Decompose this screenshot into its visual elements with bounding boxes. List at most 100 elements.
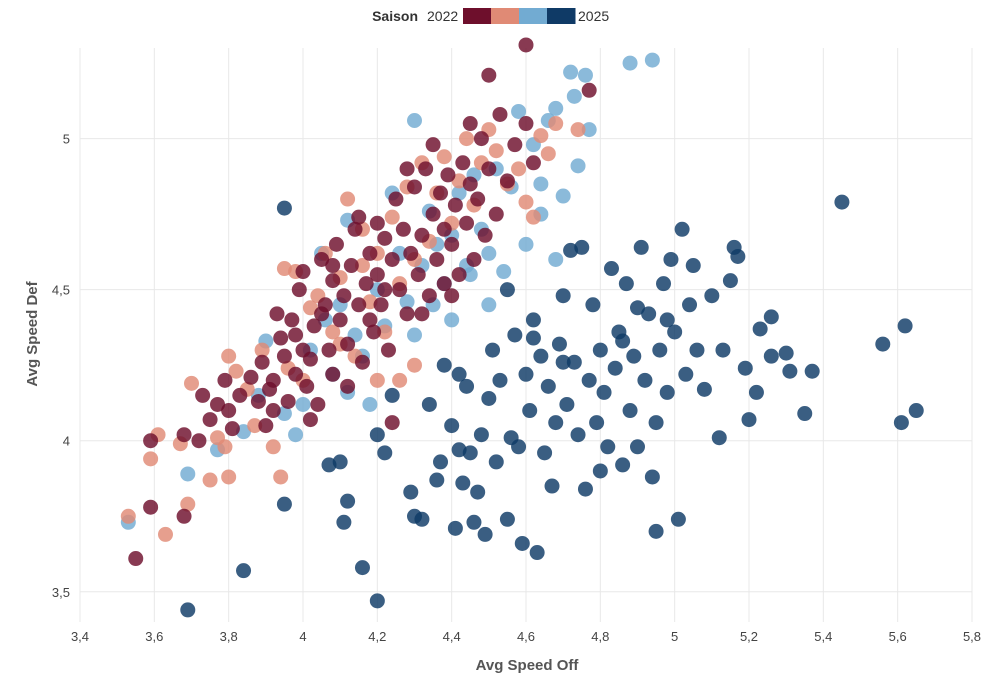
data-point-2023 — [120, 508, 136, 524]
data-point-2022 — [273, 330, 289, 346]
x-tick-label: 5,4 — [814, 629, 832, 644]
data-point-2024 — [622, 55, 638, 71]
data-point-2022 — [254, 354, 270, 370]
data-point-2022 — [407, 179, 422, 195]
data-point-2025 — [630, 439, 645, 455]
data-point-2023 — [325, 324, 341, 340]
data-point-2022 — [269, 306, 285, 322]
data-point-2022 — [414, 306, 430, 322]
data-point-2023 — [570, 122, 586, 138]
data-point-2022 — [477, 227, 493, 243]
data-point-2025 — [566, 354, 582, 370]
data-point-2022 — [444, 288, 460, 304]
x-tick-label: 4,2 — [368, 629, 386, 644]
data-point-2022 — [347, 221, 363, 237]
data-point-2025 — [514, 535, 530, 551]
data-point-2022 — [384, 415, 400, 431]
data-point-2024 — [577, 67, 593, 83]
data-point-2024 — [451, 185, 467, 201]
data-point-2022 — [369, 267, 385, 283]
data-point-2023 — [525, 209, 541, 225]
data-point-2025 — [570, 427, 586, 443]
data-point-2023 — [157, 526, 173, 542]
data-point-2022 — [421, 288, 437, 304]
data-point-2022 — [328, 236, 344, 252]
data-point-2022 — [343, 258, 359, 274]
data-point-2022 — [351, 297, 367, 313]
data-point-2025 — [607, 360, 623, 376]
data-point-2025 — [644, 469, 660, 485]
data-point-2022 — [366, 324, 382, 340]
data-point-2022 — [447, 197, 463, 213]
data-point-2023 — [488, 143, 504, 159]
data-point-2024 — [563, 64, 579, 80]
data-point-2022 — [176, 508, 192, 524]
data-point-2025 — [615, 457, 631, 473]
data-point-2025 — [730, 248, 746, 264]
data-point-2025 — [752, 321, 768, 337]
data-point-2024 — [462, 267, 478, 283]
data-point-2023 — [184, 375, 199, 391]
data-point-2025 — [537, 445, 553, 461]
data-point-2024 — [518, 236, 534, 252]
data-point-2025 — [403, 484, 419, 500]
data-point-2023 — [548, 116, 564, 132]
data-point-2025 — [782, 363, 798, 379]
data-point-2025 — [180, 602, 196, 618]
data-point-2024 — [570, 158, 586, 174]
data-point-2022 — [336, 288, 352, 304]
data-point-2025 — [551, 336, 567, 352]
grid — [79, 48, 973, 622]
data-point-2025 — [678, 366, 694, 382]
data-point-2025 — [511, 439, 527, 455]
data-point-2025 — [477, 526, 493, 542]
legend-title: Saison — [372, 8, 418, 24]
data-point-2025 — [667, 324, 683, 340]
data-point-2022 — [302, 412, 318, 428]
data-point-2024 — [481, 245, 497, 261]
data-point-2025 — [778, 345, 794, 361]
data-point-2025 — [421, 396, 437, 412]
data-point-2022 — [221, 403, 237, 419]
legend-color-ramp — [463, 8, 576, 24]
y-axis-title: Avg Speed Def — [24, 280, 41, 386]
data-point-2025 — [459, 378, 475, 394]
data-point-2025 — [555, 354, 571, 370]
data-point-2023 — [540, 146, 556, 162]
data-point-2024 — [444, 312, 460, 328]
x-tick-label: 5,8 — [963, 629, 981, 644]
data-point-2025 — [433, 454, 449, 470]
data-point-2022 — [306, 318, 322, 334]
data-point-2022 — [444, 236, 460, 252]
data-point-2023 — [511, 161, 527, 177]
data-point-2022 — [291, 282, 307, 298]
x-tick-label: 3,6 — [145, 629, 163, 644]
data-point-2025 — [473, 427, 489, 443]
data-point-2025 — [332, 454, 348, 470]
data-point-2022 — [414, 227, 430, 243]
data-point-2025 — [525, 330, 541, 346]
data-point-2025 — [485, 342, 501, 358]
data-point-2022 — [425, 137, 441, 153]
data-point-2022 — [436, 276, 452, 292]
data-point-2025 — [585, 297, 601, 313]
data-point-2022 — [481, 67, 497, 83]
data-point-2022 — [581, 82, 597, 98]
data-point-2024 — [566, 88, 582, 104]
data-point-2025 — [414, 511, 430, 527]
data-point-2022 — [507, 137, 523, 153]
data-point-2022 — [314, 306, 330, 322]
data-point-2025 — [429, 472, 445, 488]
data-point-2024 — [180, 466, 196, 482]
data-point-2024 — [288, 427, 304, 443]
data-point-2022 — [499, 173, 515, 189]
data-point-2022 — [351, 209, 367, 225]
data-point-2025 — [451, 366, 467, 382]
data-point-2025 — [648, 415, 664, 431]
data-point-2022 — [325, 273, 341, 289]
data-point-2025 — [529, 545, 545, 561]
data-point-2022 — [176, 427, 192, 443]
data-point-2025 — [525, 312, 541, 328]
data-point-2022 — [492, 106, 508, 122]
